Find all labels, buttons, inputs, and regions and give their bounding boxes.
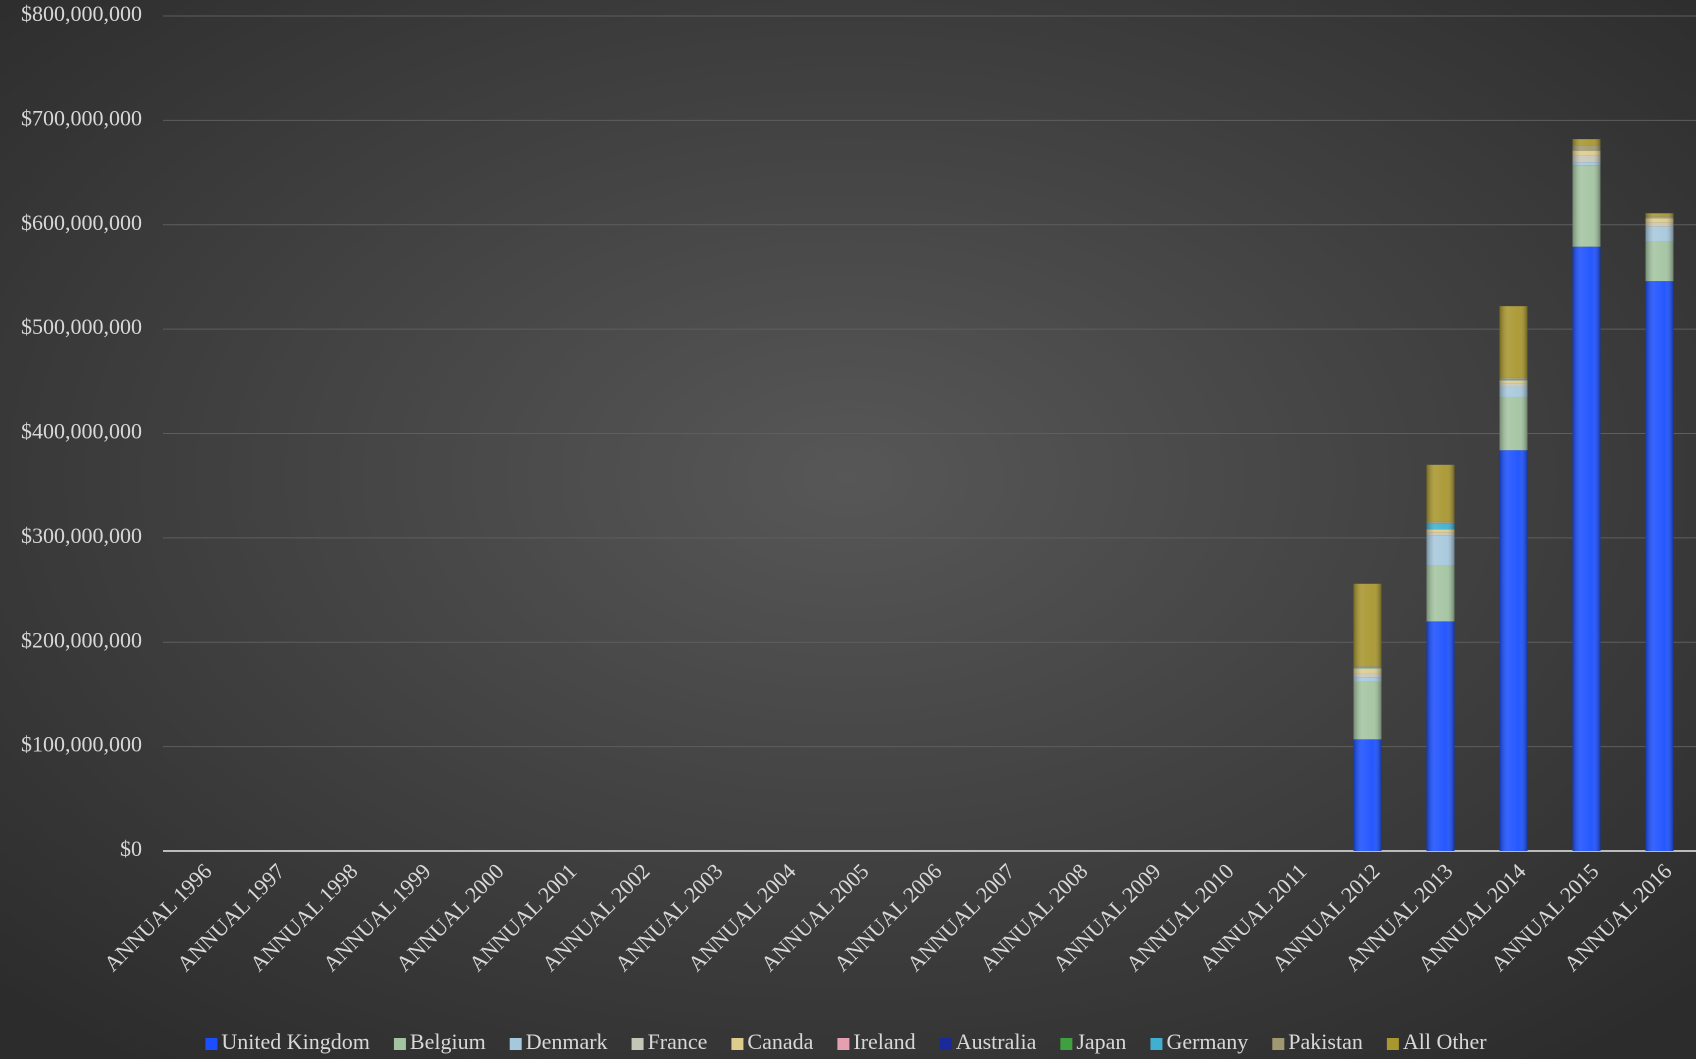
bar-shine — [1645, 222, 1674, 227]
bar-shine — [1645, 241, 1674, 282]
y-tick-label: $800,000,000 — [21, 1, 142, 26]
bar-shine — [1572, 155, 1601, 163]
legend-label: Belgium — [410, 1029, 486, 1054]
legend-swatch — [509, 1038, 522, 1050]
bar-shine — [1572, 165, 1601, 247]
legend-swatch — [939, 1038, 952, 1050]
legend-swatch — [205, 1038, 218, 1050]
bar-shine — [1572, 139, 1601, 146]
bar-shine — [1499, 380, 1528, 384]
bar-shine — [1645, 213, 1674, 217]
bar-shine — [1499, 379, 1528, 381]
legend-swatch — [1272, 1038, 1285, 1050]
bar-shine — [1499, 450, 1528, 851]
bar-shine — [1645, 281, 1674, 851]
legend-swatch — [1060, 1038, 1073, 1050]
legend-label: Ireland — [853, 1029, 915, 1054]
bar-shine — [1353, 739, 1382, 851]
legend-swatch — [731, 1038, 744, 1050]
y-tick-label: $300,000,000 — [21, 523, 142, 548]
bar-shine — [1426, 535, 1455, 566]
bar-shine — [1499, 377, 1528, 380]
bar-shine — [1426, 464, 1455, 522]
legend-label: Pakistan — [1288, 1029, 1363, 1054]
legend-swatch — [1150, 1038, 1163, 1050]
bar-shine — [1645, 226, 1674, 242]
bar-shine — [1499, 306, 1528, 378]
legend-label: Germany — [1166, 1029, 1248, 1054]
bar-shine — [1353, 673, 1382, 678]
bar-shine — [1353, 681, 1382, 740]
bar-shine — [1353, 677, 1382, 682]
bar-shine — [1499, 386, 1528, 397]
legend-swatch — [631, 1038, 644, 1050]
y-tick-label: $0 — [120, 836, 142, 861]
bar-shine — [1426, 621, 1455, 851]
bar-shine — [1499, 396, 1528, 451]
bar-shine — [1426, 521, 1455, 524]
legend-label: Canada — [747, 1029, 813, 1054]
legend-label: United Kingdom — [221, 1029, 370, 1054]
bar-shine — [1353, 666, 1382, 668]
bar-shine — [1426, 565, 1455, 622]
bar-shine — [1572, 246, 1601, 851]
legend-swatch — [837, 1038, 850, 1050]
bar-shine — [1499, 383, 1528, 387]
legend-label: All Other — [1403, 1029, 1487, 1054]
y-tick-label: $200,000,000 — [21, 627, 142, 652]
bar-shine — [1426, 523, 1455, 530]
y-tick-label: $100,000,000 — [21, 732, 142, 757]
bar-shine — [1426, 532, 1455, 536]
bar-shine — [1353, 668, 1382, 674]
bar-shine — [1572, 145, 1601, 151]
y-tick-label: $400,000,000 — [21, 419, 142, 444]
legend-label: Denmark — [526, 1029, 608, 1054]
bar-shine — [1572, 162, 1601, 166]
legend-swatch — [1386, 1038, 1399, 1050]
legend-label: France — [648, 1029, 708, 1054]
legend-swatch — [393, 1038, 406, 1050]
legend-label: Japan — [1076, 1029, 1126, 1054]
bar-shine — [1572, 150, 1601, 156]
y-tick-label: $500,000,000 — [21, 314, 142, 339]
bar-shine — [1353, 667, 1382, 669]
y-tick-label: $700,000,000 — [21, 105, 142, 130]
y-tick-label: $600,000,000 — [21, 210, 142, 235]
bar-shine — [1645, 216, 1674, 219]
legend-label: Australia — [956, 1029, 1037, 1054]
bar-shine — [1353, 583, 1382, 667]
bar-shine — [1426, 529, 1455, 533]
bar-shine — [1645, 218, 1674, 223]
